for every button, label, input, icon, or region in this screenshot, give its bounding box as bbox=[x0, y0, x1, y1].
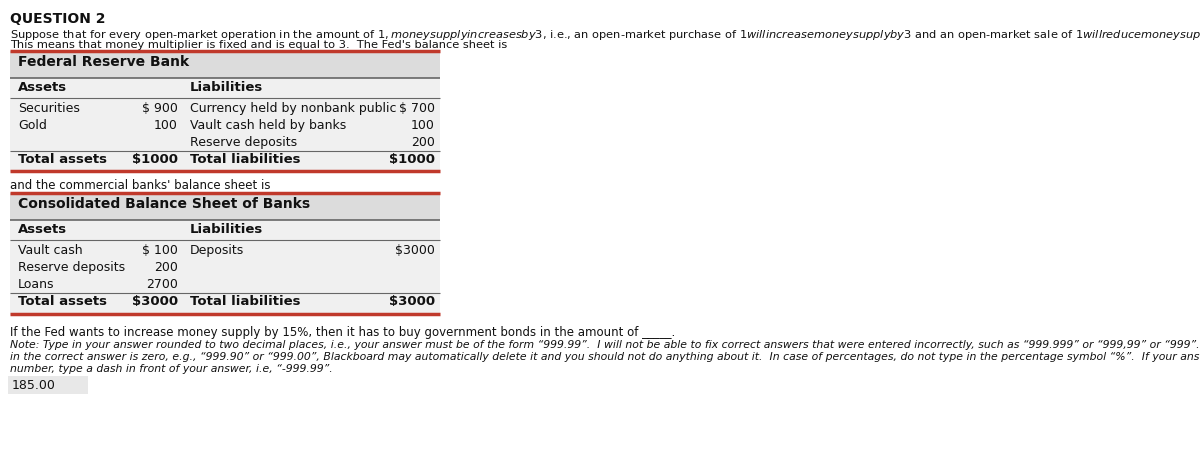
Text: 200: 200 bbox=[154, 261, 178, 274]
Text: $ 900: $ 900 bbox=[142, 102, 178, 115]
Text: Total assets: Total assets bbox=[18, 153, 107, 166]
Bar bbox=[10, 151, 440, 172]
Text: 185.00: 185.00 bbox=[12, 379, 56, 392]
Text: Total liabilities: Total liabilities bbox=[190, 153, 300, 166]
Text: in the correct answer is zero, e.g., “999.90” or “999.00”, Blackboard may automa: in the correct answer is zero, e.g., “99… bbox=[10, 352, 1200, 362]
Text: Currency held by nonbank public: Currency held by nonbank public bbox=[190, 102, 396, 115]
Bar bbox=[10, 240, 440, 314]
Text: $1000: $1000 bbox=[132, 153, 178, 166]
Text: 2700: 2700 bbox=[146, 278, 178, 291]
Text: $3000: $3000 bbox=[132, 295, 178, 308]
Text: If the Fed wants to increase money supply by 15%, then it has to buy government : If the Fed wants to increase money suppl… bbox=[10, 326, 676, 339]
Text: and the commercial banks' balance sheet is: and the commercial banks' balance sheet … bbox=[10, 179, 270, 192]
Text: Reserve deposits: Reserve deposits bbox=[190, 136, 298, 149]
Text: 200: 200 bbox=[412, 136, 436, 149]
Text: 100: 100 bbox=[412, 119, 436, 132]
Text: Total liabilities: Total liabilities bbox=[190, 295, 300, 308]
Bar bbox=[10, 193, 440, 220]
Text: Liabilities: Liabilities bbox=[190, 223, 263, 236]
Text: This means that money multiplier is fixed and is equal to 3.  The Fed's balance : This means that money multiplier is fixe… bbox=[10, 40, 508, 50]
Text: Securities: Securities bbox=[18, 102, 80, 115]
Text: Note: Type in your answer rounded to two decimal places, i.e., your answer must : Note: Type in your answer rounded to two… bbox=[10, 340, 1200, 350]
Text: number, type a dash in front of your answer, i.e, “-999.99”.: number, type a dash in front of your ans… bbox=[10, 364, 332, 374]
Text: $3000: $3000 bbox=[395, 244, 436, 257]
Text: 100: 100 bbox=[154, 119, 178, 132]
Bar bbox=[8, 376, 88, 394]
Text: Federal Reserve Bank: Federal Reserve Bank bbox=[18, 55, 190, 69]
Text: Reserve deposits: Reserve deposits bbox=[18, 261, 125, 274]
Text: Liabilities: Liabilities bbox=[190, 81, 263, 94]
Text: $1000: $1000 bbox=[389, 153, 436, 166]
Text: Consolidated Balance Sheet of Banks: Consolidated Balance Sheet of Banks bbox=[18, 197, 310, 211]
Text: QUESTION 2: QUESTION 2 bbox=[10, 12, 106, 26]
Bar bbox=[10, 293, 440, 315]
Text: Vault cash: Vault cash bbox=[18, 244, 83, 257]
Text: Assets: Assets bbox=[18, 81, 67, 94]
Text: Suppose that for every open-market operation in the amount of $1, money supply i: Suppose that for every open-market opera… bbox=[10, 28, 1200, 42]
Text: Gold: Gold bbox=[18, 119, 47, 132]
Text: Deposits: Deposits bbox=[190, 244, 245, 257]
Text: $ 700: $ 700 bbox=[398, 102, 436, 115]
Bar bbox=[10, 220, 440, 240]
Text: $3000: $3000 bbox=[389, 295, 436, 308]
Text: Vault cash held by banks: Vault cash held by banks bbox=[190, 119, 347, 132]
Text: Assets: Assets bbox=[18, 223, 67, 236]
Text: $ 100: $ 100 bbox=[142, 244, 178, 257]
Bar bbox=[10, 78, 440, 98]
Text: Total assets: Total assets bbox=[18, 295, 107, 308]
Text: Loans: Loans bbox=[18, 278, 54, 291]
Bar bbox=[10, 98, 440, 170]
Bar bbox=[10, 51, 440, 78]
